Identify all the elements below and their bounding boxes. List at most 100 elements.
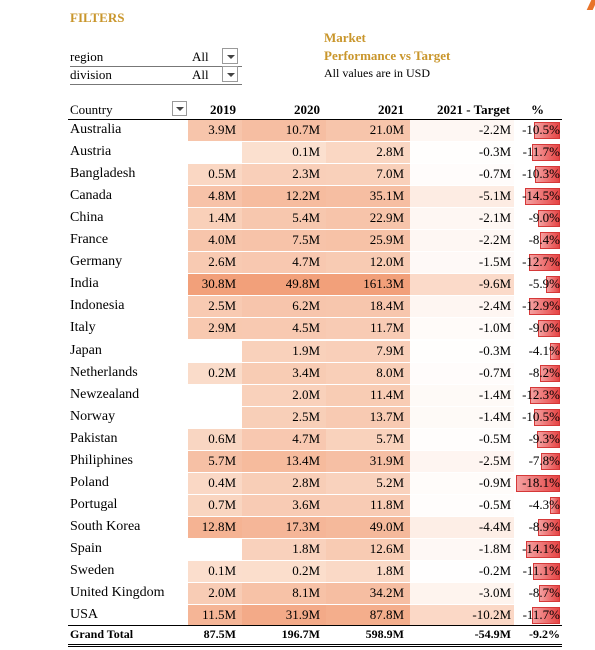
value-2019-cell: 5.7M <box>188 450 242 472</box>
pct-value: -11.7% <box>522 144 560 160</box>
pct-value: -9.0% <box>528 320 560 336</box>
country-filter-dropdown-icon[interactable] <box>172 101 187 116</box>
pct-cell: -11.7% <box>514 605 562 626</box>
pct-databar <box>534 408 560 426</box>
value-2021-cell: 34.2M <box>326 583 410 605</box>
col-header-2021: 2021 <box>378 102 404 117</box>
grand-total-row: Grand Total 87.5M 196.7M 598.9M -54.9M -… <box>68 625 562 647</box>
target-diff-cell: -2.2M <box>410 230 514 252</box>
value-2019-cell: 0.4M <box>188 472 242 494</box>
table-header: Country 2019 2020 2021 2021 - Target % <box>68 99 562 120</box>
pct-cell: -8.2% <box>514 363 562 384</box>
pct-databar <box>537 430 560 448</box>
pct-value: -14.5% <box>522 188 560 204</box>
table-row: South Korea 12.8M 17.3M 49.0M -4.4M -8.9% <box>68 516 562 539</box>
pct-value: -8.7% <box>528 585 560 601</box>
value-2021-cell: 31.9M <box>326 450 410 472</box>
pct-cell: -18.1% <box>514 473 562 494</box>
grand-total-2020: 196.7M <box>281 627 320 641</box>
pct-databar <box>530 386 560 404</box>
target-diff-cell: -2.2M <box>410 120 514 141</box>
value-2021-cell: 18.4M <box>326 296 410 318</box>
value-2021-cell: 161.3M <box>326 274 410 296</box>
value-2019-cell: 0.2M <box>188 362 242 384</box>
pct-databar <box>538 518 560 536</box>
table-row: Indonesia 2.5M 6.2M 18.4M -2.4M -12.9% <box>68 296 562 318</box>
value-2021-cell: 1.8M <box>326 561 410 582</box>
grand-total-target: -54.9M <box>474 627 511 641</box>
col-header-country: Country <box>70 102 113 117</box>
pct-value: -8.2% <box>528 364 560 380</box>
pct-cell: -12.3% <box>514 385 562 406</box>
value-2019-cell: 0.7M <box>188 494 242 516</box>
target-diff-cell: -1.0M <box>410 318 514 340</box>
grand-total-2019: 87.5M <box>203 627 236 641</box>
pct-value: -12.9% <box>522 298 560 314</box>
region-dropdown-icon[interactable] <box>222 48 238 64</box>
value-2020-cell: 12.2M <box>242 186 326 208</box>
country-cell: South Korea <box>70 518 141 534</box>
value-2019-cell: 0.6M <box>188 428 242 450</box>
pct-databar <box>538 320 560 338</box>
pct-value: -10.3% <box>522 166 560 182</box>
target-diff-cell: -9.6M <box>410 274 514 296</box>
table-row: Bangladesh 0.5M 2.3M 7.0M -0.7M -10.3% <box>68 164 562 186</box>
value-2020-cell: 6.2M <box>242 296 326 318</box>
pct-value: -8.4% <box>528 232 560 248</box>
country-cell: India <box>70 276 99 292</box>
division-filter-value[interactable]: All <box>192 67 209 82</box>
pct-cell: -4.1% <box>514 341 562 362</box>
pct-databar <box>550 496 560 514</box>
grand-total-label: Grand Total <box>70 627 134 641</box>
value-2020-cell: 2.5M <box>242 406 326 428</box>
pct-cell: -10.5% <box>514 120 562 141</box>
value-2019-cell: 2.0M <box>188 583 242 605</box>
region-filter-value[interactable]: All <box>192 49 209 64</box>
currency-note: All values are in USD <box>324 66 430 80</box>
pct-cell: -11.1% <box>514 561 562 582</box>
value-2021-cell: 25.9M <box>326 230 410 252</box>
table-row: Philiphines 5.7M 13.4M 31.9M -2.5M -7.8% <box>68 450 562 473</box>
division-filter: division All <box>70 66 242 85</box>
corner-logo-mark <box>586 0 595 10</box>
pct-databar <box>541 452 560 470</box>
col-header-2019: 2019 <box>210 102 236 117</box>
table-row: Italy 2.9M 4.5M 11.7M -1.0M -9.0% <box>68 318 562 340</box>
target-diff-cell: -2.4M <box>410 296 514 318</box>
pct-value: -10.5% <box>522 408 560 424</box>
pct-databar <box>529 298 560 316</box>
target-diff-cell: -0.5M <box>410 494 514 516</box>
col-header-pct: % <box>531 102 544 117</box>
pct-databar <box>540 364 560 382</box>
target-diff-cell: -3.0M <box>410 583 514 605</box>
pct-databar <box>540 232 560 250</box>
country-cell: Philiphines <box>70 452 134 468</box>
value-2019-cell: 11.5M <box>188 605 242 627</box>
value-2019-cell: 3.9M <box>188 120 242 141</box>
country-cell: Spain <box>70 540 102 556</box>
pct-cell: -9.3% <box>514 429 562 450</box>
target-diff-cell: -1.5M <box>410 252 514 274</box>
pct-value: -9.3% <box>528 430 560 446</box>
pct-value: -9.0% <box>528 210 560 226</box>
pct-cell: -8.9% <box>514 517 562 538</box>
table-row: Norway 2.5M 13.7M -1.4M -10.5% <box>68 406 562 429</box>
table-row: Canada 4.8M 12.2M 35.1M -5.1M -14.5% <box>68 186 562 208</box>
value-2021-cell: 35.1M <box>326 186 410 208</box>
pct-value: -12.3% <box>522 386 560 402</box>
pct-databar <box>533 563 560 580</box>
pct-cell: -11.7% <box>514 142 562 163</box>
country-cell: USA <box>70 607 99 623</box>
value-2019-cell: 0.5M <box>188 164 242 186</box>
target-diff-cell: -5.1M <box>410 186 514 208</box>
target-diff-cell: -1.4M <box>410 384 514 406</box>
value-2021-cell: 13.7M <box>326 406 410 428</box>
target-diff-cell: -10.2M <box>410 605 514 627</box>
value-2019-cell: 2.5M <box>188 296 242 318</box>
pct-cell: -5.9% <box>514 274 562 295</box>
pct-value: -4.1% <box>528 342 560 358</box>
value-2021-cell: 87.8M <box>326 605 410 627</box>
value-2021-cell: 5.2M <box>326 472 410 494</box>
pct-cell: -14.1% <box>514 539 562 560</box>
division-dropdown-icon[interactable] <box>222 66 238 82</box>
